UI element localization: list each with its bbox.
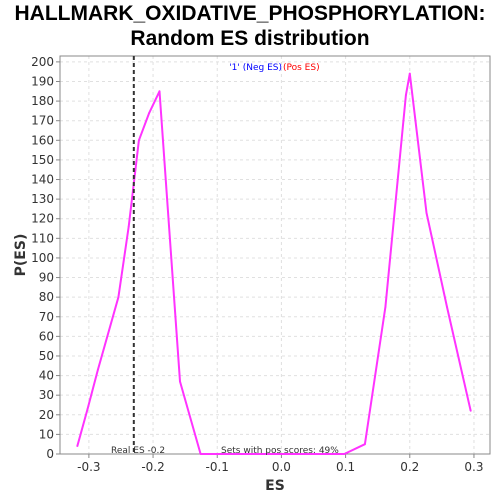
y-tick-label: 90 xyxy=(39,271,54,285)
es-data-point xyxy=(179,380,181,383)
legend-neg-es: '1' (Neg ES) xyxy=(229,63,282,73)
axis-layer: 0 10 20 30 40 50 60 70 80 90 100 110 120 130 140 150 160… xyxy=(31,55,483,474)
es-data-point xyxy=(76,445,79,448)
x-tick-label: -0.3 xyxy=(77,460,100,474)
es-data-point xyxy=(281,453,284,455)
real-es-label: Real ES -0.2 xyxy=(111,446,165,456)
y-tick-label: 40 xyxy=(39,369,54,383)
es-data-point xyxy=(446,306,448,308)
es-data-point xyxy=(199,453,202,455)
y-tick-label: 100 xyxy=(31,251,54,265)
mark-layer xyxy=(76,56,472,455)
pos-scores-annotation: Sets with pos scores: 49% xyxy=(221,446,339,456)
es-data-point xyxy=(96,368,99,371)
y-tick-label: 0 xyxy=(46,447,54,461)
y-tick-label: 110 xyxy=(31,231,54,245)
es-data-point xyxy=(220,453,222,455)
es-data-point xyxy=(86,408,89,410)
y-tick-label: 130 xyxy=(31,192,54,206)
y-tick-label: 170 xyxy=(31,114,54,128)
y-tick-label: 190 xyxy=(31,74,54,88)
y-tick-label: 140 xyxy=(31,173,54,187)
x-tick-label: 0.2 xyxy=(400,460,419,474)
x-tick-label: 0.0 xyxy=(272,460,291,474)
es-data-point xyxy=(343,453,346,455)
es-data-point xyxy=(469,409,472,412)
y-axis-title: P(ES) xyxy=(13,234,29,277)
y-tick-label: 120 xyxy=(31,212,54,226)
es-distribution-line xyxy=(76,72,472,455)
y-tick-label: 200 xyxy=(31,55,54,69)
y-tick-label: 10 xyxy=(39,427,54,441)
x-tick-label: -0.1 xyxy=(206,460,229,474)
es-data-point xyxy=(148,111,151,114)
y-tick-label: 60 xyxy=(39,329,54,343)
y-tick-label: 70 xyxy=(39,310,54,324)
chart-title-line2: Random ES distribution xyxy=(130,27,370,50)
grid-layer xyxy=(60,56,490,455)
es-data-point xyxy=(117,296,120,299)
es-data-point xyxy=(405,94,407,97)
es-data-point xyxy=(408,72,411,75)
y-tick-label: 150 xyxy=(31,153,54,167)
es-data-point xyxy=(138,139,140,142)
es-data-point xyxy=(363,443,366,446)
legend-pos-es: (Pos ES) xyxy=(283,63,320,73)
x-axis-title: ES xyxy=(265,478,285,494)
chart-title-line1: HALLMARK_OXIDATIVE_PHOSPHORYLATION: xyxy=(14,2,486,25)
es-data-point xyxy=(158,90,161,93)
x-tick-label: -0.2 xyxy=(141,460,164,474)
y-tick-label: 80 xyxy=(39,290,54,304)
y-tick-label: 160 xyxy=(31,133,54,147)
y-tick-label: 20 xyxy=(39,408,54,422)
x-tick-label: 0.3 xyxy=(464,460,483,474)
y-tick-label: 50 xyxy=(39,349,54,363)
es-data-point xyxy=(127,225,130,228)
y-tick-label: 180 xyxy=(31,94,54,108)
es-data-point xyxy=(384,306,387,308)
y-tick-label: 30 xyxy=(39,388,54,402)
x-tick-label: 0.1 xyxy=(336,460,355,474)
es-data-point xyxy=(240,453,243,455)
es-data-point xyxy=(425,211,428,214)
